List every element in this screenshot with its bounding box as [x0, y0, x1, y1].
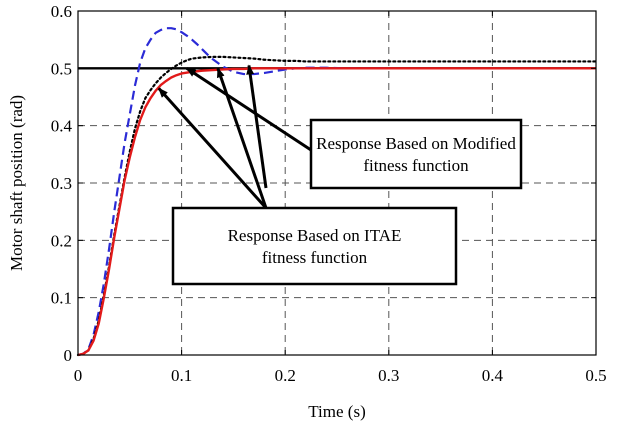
series-line-4	[77, 67, 596, 357]
y-tick-label: 0.4	[51, 117, 73, 136]
annotation-text: Response Based on ITAE	[228, 226, 402, 245]
y-tick-label: 0.5	[51, 59, 72, 78]
x-tick-label: 0.5	[585, 366, 606, 385]
annotation-text: fitness function	[363, 156, 469, 175]
annotation-box	[171, 206, 458, 286]
annotation-box	[309, 118, 523, 190]
annotation-arrow	[216, 67, 268, 209]
annotation-text: fitness function	[262, 248, 368, 267]
y-tick-label: 0.2	[51, 231, 72, 250]
x-tick-label: 0.1	[171, 366, 192, 385]
annotation-arrow	[185, 67, 312, 152]
x-tick-label: 0.3	[378, 366, 399, 385]
y-tick-label: 0	[64, 346, 73, 365]
axis-ticks: 0 0.1 0.2 0.3 0.4 0.5 0 0.1 0.2 0.3 0.4 0.5 0.6	[51, 2, 607, 385]
x-tick-label: 0.2	[275, 366, 296, 385]
y-tick-label: 0.3	[51, 174, 72, 193]
y-tick-label: 0.1	[51, 289, 72, 308]
x-axis-label: Time (s)	[308, 402, 365, 421]
series-line-2	[77, 27, 389, 357]
y-tick-label: 0.6	[51, 2, 72, 21]
annotations: Response Based on Modified fitness functi…	[157, 64, 523, 286]
y-axis-label: Motor shaft position (rad)	[7, 95, 26, 271]
annotation-arrow	[157, 87, 268, 210]
x-tick-label: 0	[74, 366, 83, 385]
x-tick-label: 0.4	[482, 366, 504, 385]
series-group	[76, 27, 598, 357]
annotation-text: Response Based on Modified	[316, 134, 516, 153]
annotation-arrow	[246, 64, 268, 189]
